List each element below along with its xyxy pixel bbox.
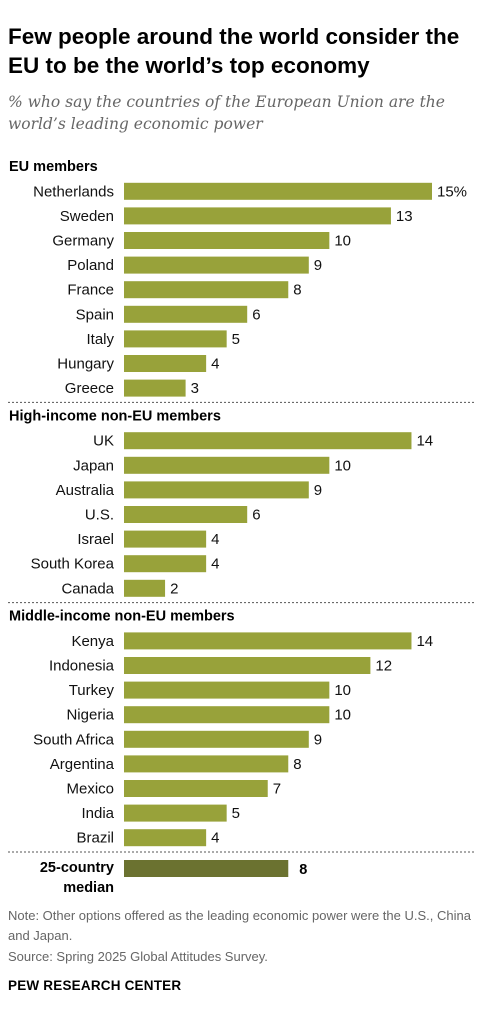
value-label: 9 (314, 482, 322, 499)
bar (124, 481, 309, 499)
pew-logo-text: PEW RESEARCH CENTER (8, 978, 182, 993)
category-label: Israel (77, 531, 114, 548)
bar (124, 256, 309, 274)
bar (124, 657, 371, 674)
bar (124, 182, 432, 200)
bar (124, 305, 248, 323)
chart-note: Note: Other options offered as the leadi… (8, 908, 471, 943)
category-label: Sweden (60, 208, 114, 225)
value-label: 2 (170, 580, 178, 597)
value-label: 6 (252, 507, 260, 524)
bar (124, 456, 330, 474)
value-label: 4 (211, 830, 219, 847)
bar (124, 232, 330, 249)
category-label: UK (93, 433, 114, 450)
median-label-line-2: median (63, 880, 114, 895)
value-label: 5 (232, 331, 240, 348)
bar (124, 829, 207, 847)
group-title: High-income non-EU members (9, 408, 221, 424)
chart-source: Source: Spring 2025 Global Attitudes Sur… (8, 949, 268, 964)
category-label: Kenya (71, 633, 114, 650)
chart-subtitle: % who say the countries of the European … (8, 93, 445, 133)
category-label: Indonesia (49, 658, 115, 675)
bar (124, 681, 330, 699)
bar (124, 355, 207, 372)
bar (124, 530, 207, 548)
category-label: Italy (86, 331, 114, 348)
value-label: 10 (334, 233, 351, 250)
median-value-label: 8 (299, 862, 307, 878)
category-label: Mexico (66, 781, 114, 798)
median-label-line-1: 25-country (40, 860, 114, 876)
category-label: Nigeria (66, 707, 114, 724)
bar (124, 730, 309, 748)
category-label: South Korea (31, 556, 115, 573)
bar (124, 780, 268, 797)
median-bar (124, 860, 289, 877)
category-label: Canada (61, 580, 114, 597)
value-label: 4 (211, 356, 219, 373)
value-label: 6 (252, 306, 260, 323)
value-label: 8 (293, 282, 301, 299)
value-label: 14 (416, 433, 433, 450)
value-label: 4 (211, 556, 219, 573)
category-label: Greece (65, 380, 114, 397)
bar (124, 555, 207, 573)
category-label: India (81, 805, 114, 822)
bar (124, 330, 227, 348)
bar (124, 379, 186, 397)
category-label: South Africa (33, 731, 115, 748)
category-label: Turkey (69, 682, 115, 699)
group-title: EU members (9, 159, 98, 175)
bar (124, 632, 412, 650)
category-label: Hungary (57, 356, 114, 373)
value-label: 15% (437, 183, 467, 200)
value-label: 7 (273, 781, 281, 798)
category-label: Brazil (76, 830, 114, 847)
value-label: 9 (314, 731, 322, 748)
value-label: 14 (416, 633, 433, 650)
category-label: Argentina (50, 756, 115, 773)
bar-chart: EU members Netherlands 15% Sweden 13 Germany 1… (8, 159, 475, 895)
category-label: Poland (67, 257, 114, 274)
value-label: 3 (191, 380, 199, 397)
value-label: 13 (396, 208, 413, 225)
chart-title: Few people around the world consider the… (8, 24, 460, 78)
group-title: Middle-income non-EU members (9, 609, 235, 625)
category-label: U.S. (85, 507, 114, 524)
bar (124, 706, 330, 724)
bar (124, 207, 391, 225)
category-label: Netherlands (33, 183, 114, 200)
value-label: 12 (375, 658, 392, 675)
category-label: Spain (76, 306, 114, 323)
bar (124, 804, 227, 822)
category-label: Australia (56, 482, 115, 499)
category-label: Germany (52, 233, 114, 250)
category-label: Japan (73, 457, 114, 474)
value-label: 4 (211, 531, 219, 548)
category-label: France (67, 282, 114, 299)
value-label: 10 (334, 682, 351, 699)
bar (124, 755, 289, 773)
value-label: 9 (314, 257, 322, 274)
value-label: 5 (232, 805, 240, 822)
value-label: 10 (334, 707, 351, 724)
value-label: 10 (334, 457, 351, 474)
bar (124, 432, 412, 450)
bar (124, 506, 248, 523)
bar (124, 579, 166, 597)
bar (124, 281, 289, 299)
value-label: 8 (293, 756, 301, 773)
